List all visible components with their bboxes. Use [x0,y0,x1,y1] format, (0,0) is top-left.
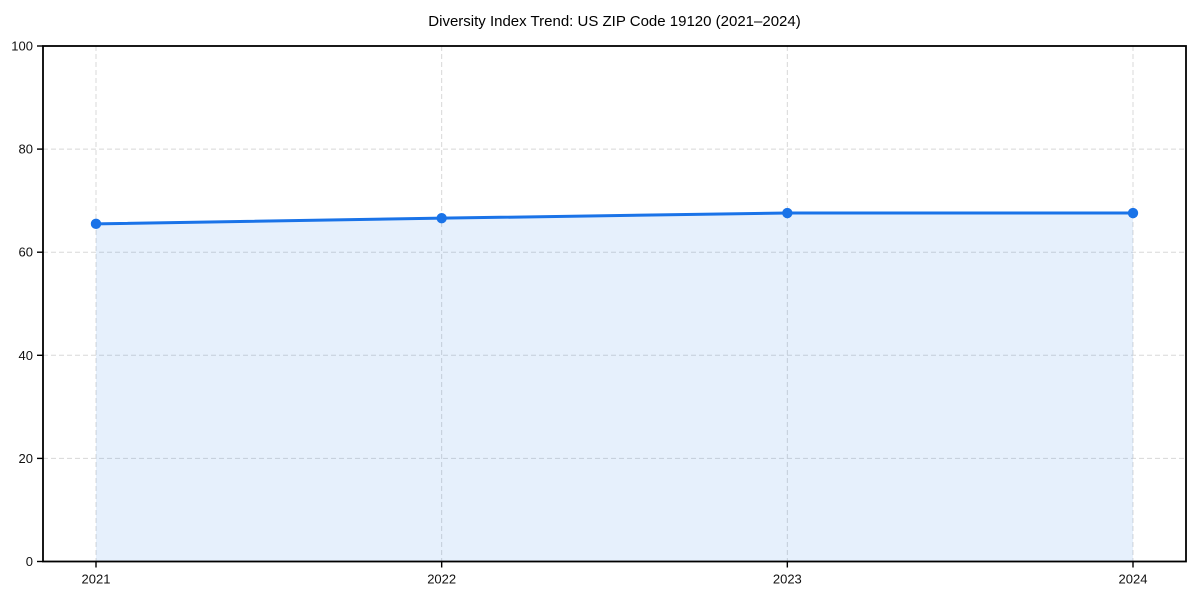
y-tick-label: 60 [19,245,33,260]
chart-title: Diversity Index Trend: US ZIP Code 19120… [428,13,801,30]
x-tick-label: 2024 [1119,572,1148,587]
y-tick-label: 80 [19,142,33,157]
plot-border [42,45,1187,563]
x-tick-label: 2022 [427,572,456,587]
data-point [1127,207,1139,219]
trend-line [94,211,1135,226]
data-point [90,218,102,230]
data-point [782,207,793,219]
y-tick-label: 100 [11,39,33,54]
y-tick-label: 0 [26,554,33,569]
area-fill [96,213,1133,562]
y-tick-label: 20 [19,451,33,466]
x-tick-label: 2021 [82,572,111,587]
x-tick-label: 2023 [773,572,802,587]
y-tick-label: 40 [19,348,33,363]
data-point [436,212,447,224]
